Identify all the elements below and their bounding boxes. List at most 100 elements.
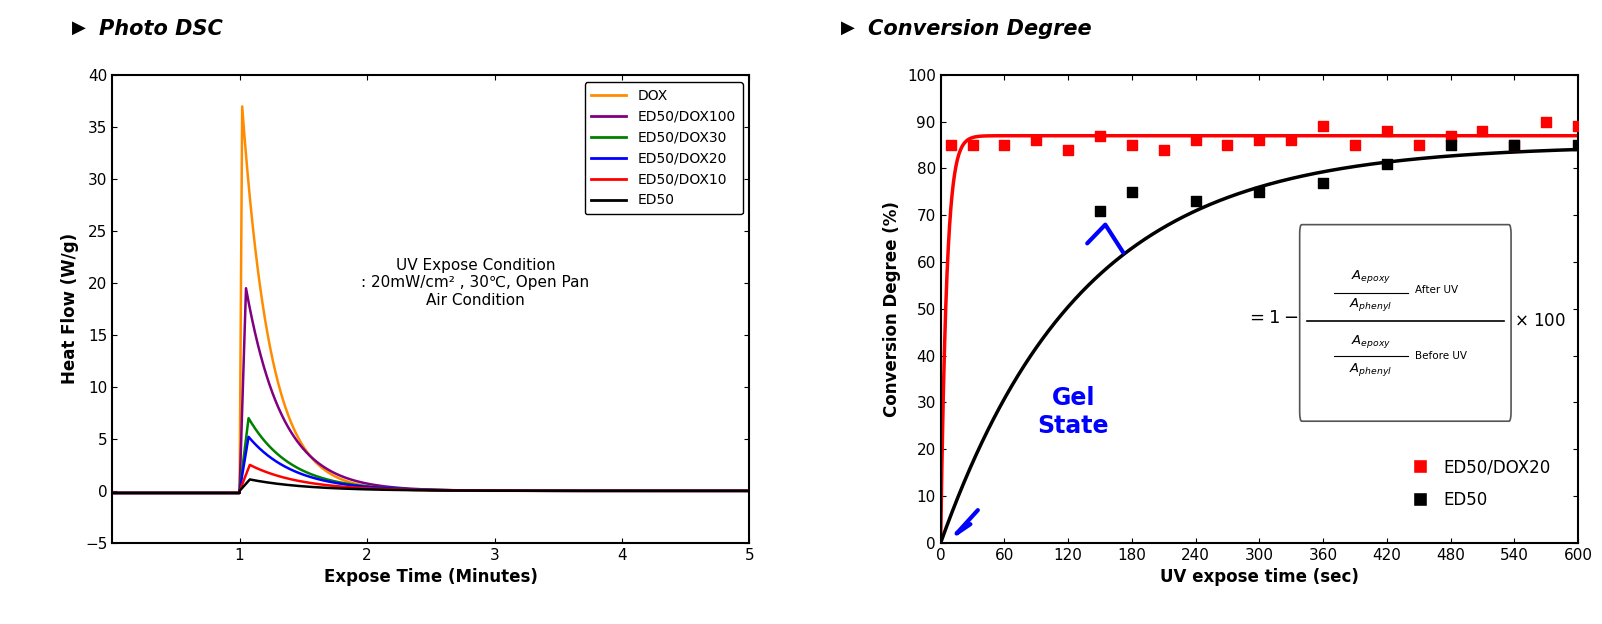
Point <box>1375 159 1400 169</box>
Text: $= 1 -$: $= 1 -$ <box>1246 310 1299 327</box>
DOX <box>517 487 537 495</box>
Line: ED50/DOX30: ED50/DOX30 <box>112 418 750 493</box>
ED50/DOX20 <box>485 487 505 494</box>
ED50/DOX100 <box>237 285 256 292</box>
ED50/DOX20 <box>517 487 537 494</box>
ED50 <box>103 489 122 497</box>
ED50/DOX20 <box>626 487 646 495</box>
Point <box>1024 135 1049 145</box>
FancyBboxPatch shape <box>1299 225 1511 421</box>
ED50/DOX30 <box>103 489 122 497</box>
ED50 <box>485 487 505 494</box>
ED50/DOX100 <box>740 487 759 495</box>
Text: UV Expose Condition
: 20mW/cm² , 30℃, Open Pan
Air Condition: UV Expose Condition : 20mW/cm² , 30℃, Op… <box>362 258 590 308</box>
Point <box>1278 135 1304 145</box>
Y-axis label: Conversion Degree (%): Conversion Degree (%) <box>883 201 902 417</box>
Text: After UV: After UV <box>1416 285 1458 295</box>
ED50/DOX100 <box>218 489 237 497</box>
Y-axis label: Heat Flow (W/g): Heat Flow (W/g) <box>61 233 80 384</box>
Line: ED50: ED50 <box>112 479 750 493</box>
ED50/DOX20 <box>346 482 365 489</box>
Point <box>1150 145 1176 155</box>
Text: Gel
State: Gel State <box>1038 386 1109 438</box>
Point <box>1310 178 1336 188</box>
ED50/DOX20 <box>218 489 237 497</box>
Point <box>1469 126 1495 136</box>
ED50/DOX100 <box>485 487 505 494</box>
Text: $\times$ 100: $\times$ 100 <box>1514 311 1567 329</box>
ED50/DOX10 <box>103 489 122 497</box>
DOX <box>103 489 122 497</box>
Point <box>1565 121 1591 132</box>
Point <box>960 140 985 150</box>
ED50/DOX100 <box>103 489 122 497</box>
ED50/DOX30 <box>626 487 646 495</box>
Point <box>1088 131 1113 141</box>
Point <box>1310 121 1336 132</box>
ED50/DOX10 <box>517 487 537 494</box>
ED50/DOX30 <box>346 481 365 489</box>
ED50 <box>218 489 237 497</box>
Point <box>1182 196 1208 206</box>
X-axis label: Expose Time (Minutes): Expose Time (Minutes) <box>324 568 538 587</box>
ED50 <box>740 487 759 495</box>
Point <box>1182 135 1208 145</box>
Point <box>1565 140 1591 150</box>
Text: Conversion Degree: Conversion Degree <box>868 19 1093 39</box>
X-axis label: UV expose time (sec): UV expose time (sec) <box>1160 568 1358 587</box>
Text: ▶: ▶ <box>841 19 855 37</box>
DOX <box>485 487 505 495</box>
Point <box>1246 187 1272 197</box>
ED50/DOX10 <box>346 484 365 491</box>
Text: ▶: ▶ <box>72 19 87 37</box>
DOX <box>578 487 598 495</box>
DOX <box>740 487 759 495</box>
Line: DOX: DOX <box>112 107 750 493</box>
ED50/DOX30 <box>218 489 237 497</box>
Text: $A_{epoxy}$: $A_{epoxy}$ <box>1350 333 1391 350</box>
DOX <box>218 489 237 497</box>
Point <box>1501 140 1527 150</box>
Line: ED50/DOX20: ED50/DOX20 <box>112 437 750 493</box>
Line: ED50/DOX100: ED50/DOX100 <box>112 288 750 493</box>
ED50/DOX30 <box>239 414 258 422</box>
Point <box>1437 131 1463 141</box>
Point <box>1501 140 1527 150</box>
Line: ED50/DOX10: ED50/DOX10 <box>112 465 750 493</box>
ED50/DOX30 <box>517 487 537 494</box>
ED50/DOX20 <box>239 433 258 441</box>
Point <box>1214 140 1240 150</box>
ED50 <box>578 487 598 495</box>
ED50/DOX30 <box>485 487 505 494</box>
Point <box>1437 140 1463 150</box>
Point <box>1120 187 1145 197</box>
ED50/DOX10 <box>626 487 646 495</box>
ED50 <box>240 475 260 483</box>
ED50/DOX10 <box>740 487 759 495</box>
ED50/DOX10 <box>240 461 260 469</box>
ED50/DOX100 <box>626 487 646 495</box>
Legend: DOX, ED50/DOX100, ED50/DOX30, ED50/DOX20, ED50/DOX10, ED50: DOX, ED50/DOX100, ED50/DOX30, ED50/DOX20… <box>585 82 742 215</box>
Text: Conversion degree (%): Conversion degree (%) <box>1299 236 1495 251</box>
DOX <box>346 480 365 487</box>
ED50/DOX100 <box>346 477 365 485</box>
Legend: ED50/DOX20, ED50: ED50/DOX20, ED50 <box>1403 452 1557 516</box>
Point <box>939 140 964 150</box>
Point <box>992 140 1017 150</box>
ED50/DOX30 <box>578 487 598 495</box>
Point <box>1407 140 1432 150</box>
Point <box>1088 206 1113 216</box>
ED50/DOX10 <box>485 487 505 494</box>
ED50/DOX20 <box>103 489 122 497</box>
DOX <box>232 103 252 110</box>
Point <box>1246 135 1272 145</box>
Point <box>1342 140 1368 150</box>
Text: Photo DSC: Photo DSC <box>99 19 223 39</box>
Point <box>1375 126 1400 136</box>
ED50/DOX100 <box>517 487 537 495</box>
ED50/DOX100 <box>578 487 598 495</box>
ED50/DOX20 <box>740 487 759 495</box>
ED50/DOX10 <box>218 489 237 497</box>
Point <box>1533 117 1559 127</box>
DOX <box>626 487 646 495</box>
